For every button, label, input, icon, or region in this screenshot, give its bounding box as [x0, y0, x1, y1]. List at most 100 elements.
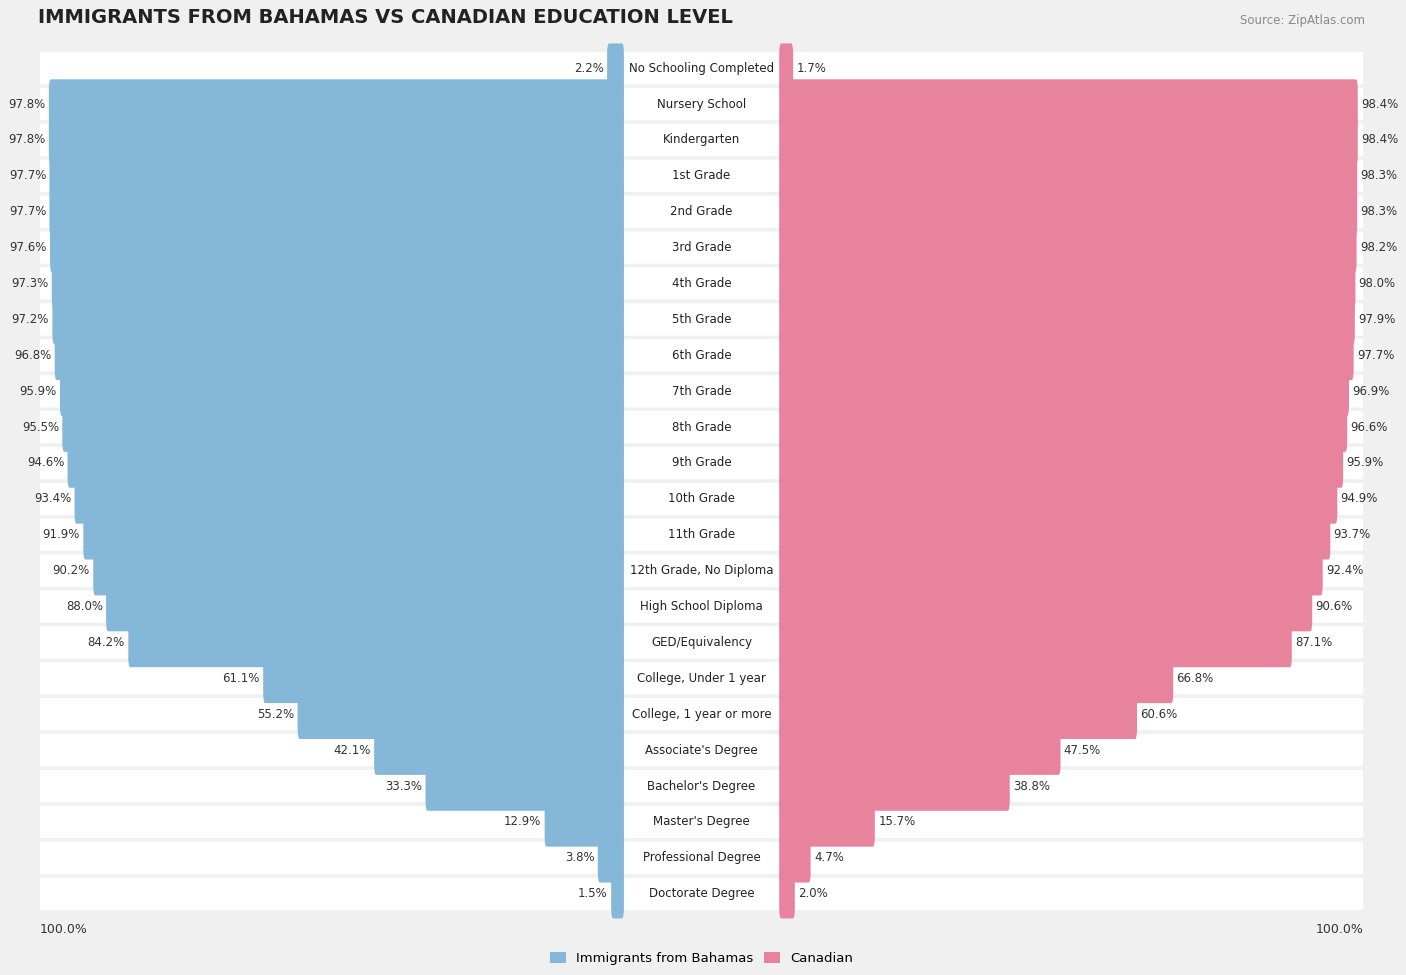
Text: 4.7%: 4.7% — [814, 851, 844, 864]
FancyBboxPatch shape — [39, 734, 1364, 766]
FancyBboxPatch shape — [779, 582, 1312, 632]
Text: 97.6%: 97.6% — [10, 241, 46, 254]
Text: High School Diploma: High School Diploma — [640, 600, 763, 613]
Text: 98.3%: 98.3% — [1361, 170, 1398, 182]
Text: 95.9%: 95.9% — [1347, 456, 1384, 470]
FancyBboxPatch shape — [779, 618, 1292, 667]
FancyBboxPatch shape — [779, 331, 1354, 380]
FancyBboxPatch shape — [779, 187, 1357, 237]
Text: 94.9%: 94.9% — [1341, 492, 1378, 505]
Text: 3.8%: 3.8% — [565, 851, 595, 864]
Text: 91.9%: 91.9% — [42, 528, 80, 541]
FancyBboxPatch shape — [779, 761, 1010, 811]
Text: Professional Degree: Professional Degree — [643, 851, 761, 864]
FancyBboxPatch shape — [39, 231, 1364, 264]
Text: 93.4%: 93.4% — [34, 492, 72, 505]
Text: 8th Grade: 8th Grade — [672, 420, 731, 434]
FancyBboxPatch shape — [39, 124, 1364, 156]
Text: College, 1 year or more: College, 1 year or more — [631, 708, 772, 721]
Text: 92.4%: 92.4% — [1326, 565, 1364, 577]
FancyBboxPatch shape — [39, 555, 1364, 587]
FancyBboxPatch shape — [779, 223, 1357, 272]
Text: 97.8%: 97.8% — [8, 98, 45, 110]
FancyBboxPatch shape — [426, 761, 624, 811]
Text: 96.9%: 96.9% — [1353, 385, 1389, 398]
FancyBboxPatch shape — [52, 294, 624, 344]
Text: Source: ZipAtlas.com: Source: ZipAtlas.com — [1240, 14, 1365, 27]
FancyBboxPatch shape — [779, 44, 793, 93]
FancyBboxPatch shape — [779, 294, 1355, 344]
FancyBboxPatch shape — [49, 151, 624, 201]
FancyBboxPatch shape — [779, 725, 1060, 775]
FancyBboxPatch shape — [39, 841, 1364, 874]
FancyBboxPatch shape — [263, 653, 624, 703]
FancyBboxPatch shape — [39, 626, 1364, 658]
Text: 33.3%: 33.3% — [385, 780, 422, 793]
Text: No Schooling Completed: No Schooling Completed — [628, 61, 775, 75]
Text: 98.4%: 98.4% — [1361, 134, 1399, 146]
FancyBboxPatch shape — [779, 79, 1358, 129]
Text: 3rd Grade: 3rd Grade — [672, 241, 731, 254]
Text: Master's Degree: Master's Degree — [654, 815, 749, 829]
FancyBboxPatch shape — [779, 474, 1337, 524]
Text: 2.0%: 2.0% — [799, 887, 828, 900]
Text: Bachelor's Degree: Bachelor's Degree — [647, 780, 755, 793]
Text: 5th Grade: 5th Grade — [672, 313, 731, 326]
Text: 96.8%: 96.8% — [14, 349, 52, 362]
Text: 98.2%: 98.2% — [1360, 241, 1398, 254]
Text: GED/Equivalency: GED/Equivalency — [651, 636, 752, 649]
FancyBboxPatch shape — [51, 223, 624, 272]
FancyBboxPatch shape — [779, 653, 1173, 703]
Text: 97.2%: 97.2% — [11, 313, 49, 326]
FancyBboxPatch shape — [779, 869, 794, 918]
FancyBboxPatch shape — [49, 79, 624, 129]
FancyBboxPatch shape — [39, 447, 1364, 479]
FancyBboxPatch shape — [128, 618, 624, 667]
FancyBboxPatch shape — [779, 258, 1355, 308]
Text: 1.7%: 1.7% — [796, 61, 827, 75]
Text: Doctorate Degree: Doctorate Degree — [648, 887, 755, 900]
Text: 60.6%: 60.6% — [1140, 708, 1178, 721]
FancyBboxPatch shape — [39, 303, 1364, 335]
Text: Kindergarten: Kindergarten — [664, 134, 740, 146]
FancyBboxPatch shape — [39, 662, 1364, 694]
FancyBboxPatch shape — [39, 160, 1364, 192]
Legend: Immigrants from Bahamas, Canadian: Immigrants from Bahamas, Canadian — [546, 948, 858, 969]
Text: Nursery School: Nursery School — [657, 98, 747, 110]
FancyBboxPatch shape — [39, 878, 1364, 910]
Text: 15.7%: 15.7% — [879, 815, 915, 829]
Text: 84.2%: 84.2% — [87, 636, 125, 649]
FancyBboxPatch shape — [52, 258, 624, 308]
FancyBboxPatch shape — [39, 698, 1364, 730]
FancyBboxPatch shape — [93, 546, 624, 596]
Text: 90.6%: 90.6% — [1316, 600, 1353, 613]
Text: 47.5%: 47.5% — [1064, 744, 1101, 757]
Text: 1.5%: 1.5% — [578, 887, 607, 900]
FancyBboxPatch shape — [779, 546, 1323, 596]
FancyBboxPatch shape — [298, 689, 624, 739]
Text: 2nd Grade: 2nd Grade — [671, 206, 733, 218]
Text: IMMIGRANTS FROM BAHAMAS VS CANADIAN EDUCATION LEVEL: IMMIGRANTS FROM BAHAMAS VS CANADIAN EDUC… — [38, 8, 733, 27]
Text: 38.8%: 38.8% — [1014, 780, 1050, 793]
Text: 6th Grade: 6th Grade — [672, 349, 731, 362]
Text: 90.2%: 90.2% — [52, 565, 90, 577]
FancyBboxPatch shape — [39, 770, 1364, 802]
FancyBboxPatch shape — [60, 367, 624, 416]
FancyBboxPatch shape — [779, 403, 1347, 451]
Text: 7th Grade: 7th Grade — [672, 385, 731, 398]
Text: 94.6%: 94.6% — [27, 456, 65, 470]
FancyBboxPatch shape — [779, 510, 1330, 560]
FancyBboxPatch shape — [607, 44, 624, 93]
Text: 93.7%: 93.7% — [1334, 528, 1371, 541]
Text: 95.5%: 95.5% — [22, 420, 59, 434]
FancyBboxPatch shape — [779, 115, 1358, 165]
Text: 96.6%: 96.6% — [1351, 420, 1388, 434]
Text: 12.9%: 12.9% — [503, 815, 541, 829]
FancyBboxPatch shape — [39, 88, 1364, 120]
Text: 98.0%: 98.0% — [1358, 277, 1396, 290]
Text: 42.1%: 42.1% — [333, 744, 371, 757]
FancyBboxPatch shape — [39, 52, 1364, 85]
Text: 100.0%: 100.0% — [39, 923, 87, 936]
Text: Associate's Degree: Associate's Degree — [645, 744, 758, 757]
FancyBboxPatch shape — [779, 367, 1348, 416]
